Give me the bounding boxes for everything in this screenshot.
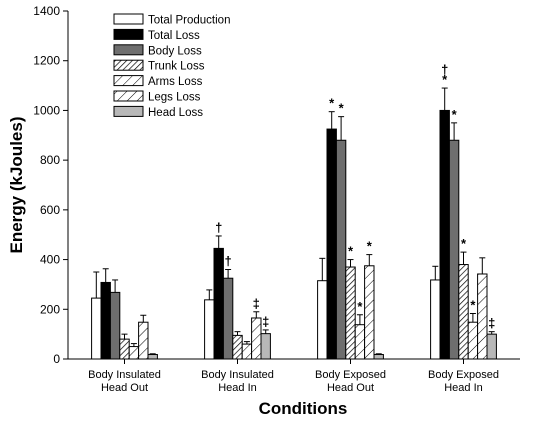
legend-label: Legs Loss bbox=[148, 92, 201, 104]
significance-mark: * bbox=[357, 299, 363, 314]
x-category-label: Head In bbox=[444, 382, 483, 394]
legend-swatch bbox=[113, 28, 144, 40]
legend-swatch bbox=[113, 59, 144, 71]
y-tick-label: 200 bbox=[40, 302, 60, 316]
y-tick-label: 800 bbox=[40, 153, 60, 167]
bar bbox=[354, 324, 366, 360]
bar bbox=[430, 279, 441, 360]
x-axis-title: Conditions bbox=[259, 399, 348, 418]
y-tick-label: 0 bbox=[53, 352, 60, 366]
bar bbox=[91, 297, 102, 360]
bar bbox=[147, 354, 158, 360]
bar bbox=[251, 317, 262, 360]
bar bbox=[100, 281, 111, 360]
significance-mark: * bbox=[339, 101, 345, 116]
bars: ††‡‡* ****†****‡ bbox=[91, 62, 497, 360]
bar bbox=[232, 334, 243, 360]
bar bbox=[128, 346, 140, 360]
legend-label: Total Production bbox=[148, 15, 230, 27]
x-category-label: Body Exposed bbox=[428, 369, 499, 381]
bar bbox=[373, 354, 384, 360]
significance-mark: * bbox=[452, 107, 458, 122]
significance-mark: * bbox=[461, 236, 467, 251]
bar bbox=[213, 247, 224, 360]
legend-label: Head Loss bbox=[148, 107, 203, 119]
y-tick-label: 1400 bbox=[33, 4, 60, 18]
bar bbox=[109, 291, 121, 360]
bar bbox=[241, 343, 253, 360]
legend-label: Total Loss bbox=[148, 30, 200, 42]
bar bbox=[486, 333, 497, 360]
bar bbox=[326, 128, 337, 360]
bar bbox=[477, 273, 488, 360]
x-category-label: Body Exposed bbox=[315, 369, 386, 381]
significance-mark: † bbox=[224, 254, 231, 269]
bar bbox=[204, 299, 215, 360]
y-tick-label: 1200 bbox=[33, 54, 60, 68]
bar bbox=[439, 109, 450, 360]
significance-mark: * bbox=[329, 96, 335, 111]
legend-label: Body Loss bbox=[148, 45, 202, 57]
bar bbox=[448, 139, 460, 360]
bar bbox=[467, 321, 479, 360]
bar bbox=[345, 266, 356, 360]
legend-swatch bbox=[113, 13, 144, 25]
significance-mark: * bbox=[348, 244, 354, 259]
bar bbox=[260, 333, 271, 360]
significance-mark: * bbox=[367, 239, 373, 254]
x-category-label: Head Out bbox=[327, 382, 374, 394]
x-category-label: Body Insulated bbox=[201, 369, 274, 381]
legend-swatch bbox=[113, 44, 144, 56]
significance-mark: ‡ bbox=[262, 314, 269, 329]
significance-mark: ‡ bbox=[253, 296, 260, 311]
bar bbox=[138, 321, 149, 360]
x-category-label: Head In bbox=[218, 382, 257, 394]
legend-swatch bbox=[113, 75, 144, 87]
legend-swatch bbox=[113, 105, 144, 117]
legend-label: Trunk Loss bbox=[148, 61, 205, 73]
y-tick-label: 400 bbox=[40, 253, 60, 267]
bar bbox=[222, 277, 234, 360]
y-tick-label: 600 bbox=[40, 203, 60, 217]
y-axis-title: Energy (kJoules) bbox=[7, 117, 26, 254]
significance-mark: * bbox=[470, 298, 476, 313]
legend-swatch bbox=[113, 90, 144, 102]
bar bbox=[119, 338, 130, 360]
significance-mark: † bbox=[441, 62, 448, 77]
bar bbox=[364, 265, 375, 360]
y-tick-label: 1000 bbox=[33, 103, 60, 117]
x-category-label: Head Out bbox=[101, 382, 148, 394]
x-category-label: Body Insulated bbox=[88, 369, 161, 381]
bar bbox=[317, 280, 328, 360]
significance-mark: * bbox=[442, 72, 448, 87]
significance-mark: † bbox=[215, 220, 222, 235]
bar bbox=[458, 264, 469, 360]
bar bbox=[335, 139, 347, 360]
legend-label: Arms Loss bbox=[148, 76, 203, 88]
significance-mark: ‡ bbox=[488, 316, 495, 331]
legend: Total Production Total Loss Body Loss Trunk… bbox=[113, 13, 230, 119]
